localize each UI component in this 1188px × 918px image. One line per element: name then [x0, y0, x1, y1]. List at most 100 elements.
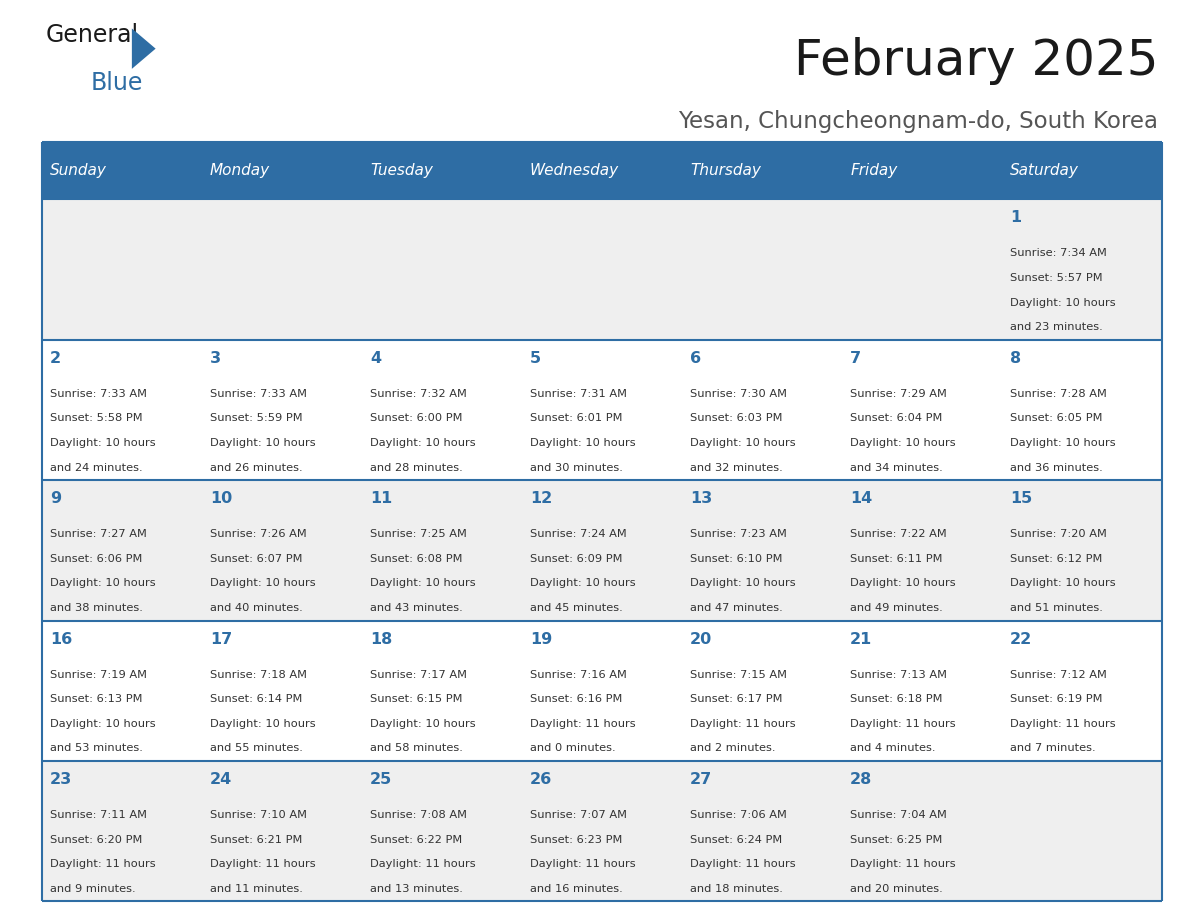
Text: Sunset: 6:12 PM: Sunset: 6:12 PM: [1010, 554, 1102, 564]
Text: and 38 minutes.: and 38 minutes.: [50, 603, 143, 613]
Text: Sunset: 6:19 PM: Sunset: 6:19 PM: [1010, 694, 1102, 704]
Text: and 51 minutes.: and 51 minutes.: [1010, 603, 1102, 613]
Bar: [522, 340, 682, 480]
Text: Sunset: 6:15 PM: Sunset: 6:15 PM: [369, 694, 462, 704]
Text: 7: 7: [851, 351, 861, 366]
Text: 26: 26: [530, 772, 552, 788]
Text: Daylight: 10 hours: Daylight: 10 hours: [50, 438, 156, 448]
Bar: [202, 480, 361, 621]
Text: Sunset: 5:58 PM: Sunset: 5:58 PM: [50, 413, 143, 423]
Text: Sunrise: 7:34 AM: Sunrise: 7:34 AM: [1010, 249, 1107, 258]
Bar: [42, 142, 202, 199]
Text: and 32 minutes.: and 32 minutes.: [690, 463, 783, 473]
Text: and 4 minutes.: and 4 minutes.: [851, 744, 936, 754]
Text: Daylight: 10 hours: Daylight: 10 hours: [369, 578, 475, 588]
Text: and 23 minutes.: and 23 minutes.: [1010, 322, 1102, 332]
Text: 25: 25: [369, 772, 392, 788]
Text: and 16 minutes.: and 16 minutes.: [530, 884, 623, 894]
Text: Sunrise: 7:26 AM: Sunrise: 7:26 AM: [210, 530, 307, 539]
Bar: [361, 199, 522, 340]
Text: 12: 12: [530, 491, 552, 507]
Text: and 47 minutes.: and 47 minutes.: [690, 603, 783, 613]
Text: Sunrise: 7:33 AM: Sunrise: 7:33 AM: [50, 389, 147, 398]
Text: Sunrise: 7:27 AM: Sunrise: 7:27 AM: [50, 530, 147, 539]
Text: Sunrise: 7:19 AM: Sunrise: 7:19 AM: [50, 670, 147, 679]
Bar: [1001, 761, 1162, 901]
Text: Sunset: 6:08 PM: Sunset: 6:08 PM: [369, 554, 462, 564]
Text: Sunset: 6:01 PM: Sunset: 6:01 PM: [530, 413, 623, 423]
Bar: [682, 340, 842, 480]
Text: and 58 minutes.: and 58 minutes.: [369, 744, 463, 754]
Bar: [361, 761, 522, 901]
Text: Sunrise: 7:08 AM: Sunrise: 7:08 AM: [369, 811, 467, 820]
Bar: [522, 480, 682, 621]
Text: 15: 15: [1010, 491, 1032, 507]
Text: Sunrise: 7:07 AM: Sunrise: 7:07 AM: [530, 811, 627, 820]
Text: and 2 minutes.: and 2 minutes.: [690, 744, 776, 754]
Text: Blue: Blue: [90, 71, 143, 95]
Text: Sunrise: 7:24 AM: Sunrise: 7:24 AM: [530, 530, 627, 539]
Bar: [842, 340, 1001, 480]
Bar: [682, 199, 842, 340]
Text: Thursday: Thursday: [690, 163, 762, 178]
Bar: [42, 621, 202, 761]
Bar: [682, 142, 842, 199]
Bar: [202, 340, 361, 480]
Text: Daylight: 10 hours: Daylight: 10 hours: [210, 438, 316, 448]
Bar: [1001, 621, 1162, 761]
Text: 21: 21: [851, 632, 872, 647]
Text: 17: 17: [210, 632, 232, 647]
Bar: [1001, 199, 1162, 340]
Polygon shape: [132, 28, 156, 69]
Text: and 34 minutes.: and 34 minutes.: [851, 463, 943, 473]
Bar: [1001, 480, 1162, 621]
Text: Daylight: 10 hours: Daylight: 10 hours: [1010, 438, 1116, 448]
Text: Daylight: 11 hours: Daylight: 11 hours: [690, 719, 796, 729]
Bar: [682, 761, 842, 901]
Text: 28: 28: [851, 772, 872, 788]
Text: 20: 20: [690, 632, 713, 647]
Text: 1: 1: [1010, 210, 1022, 226]
Text: Sunrise: 7:12 AM: Sunrise: 7:12 AM: [1010, 670, 1107, 679]
Text: Daylight: 11 hours: Daylight: 11 hours: [50, 859, 156, 869]
Text: 2: 2: [50, 351, 61, 366]
Text: Sunrise: 7:30 AM: Sunrise: 7:30 AM: [690, 389, 788, 398]
Text: Daylight: 10 hours: Daylight: 10 hours: [210, 578, 316, 588]
Bar: [202, 621, 361, 761]
Text: and 11 minutes.: and 11 minutes.: [210, 884, 303, 894]
Text: 19: 19: [530, 632, 552, 647]
Text: Sunset: 5:57 PM: Sunset: 5:57 PM: [1010, 273, 1102, 283]
Text: Daylight: 10 hours: Daylight: 10 hours: [530, 438, 636, 448]
Text: Daylight: 10 hours: Daylight: 10 hours: [1010, 297, 1116, 308]
Text: Daylight: 11 hours: Daylight: 11 hours: [690, 859, 796, 869]
Text: 16: 16: [50, 632, 72, 647]
Text: and 7 minutes.: and 7 minutes.: [1010, 744, 1095, 754]
Text: 27: 27: [690, 772, 713, 788]
Text: Sunset: 5:59 PM: Sunset: 5:59 PM: [210, 413, 303, 423]
Text: Sunset: 6:04 PM: Sunset: 6:04 PM: [851, 413, 942, 423]
Bar: [842, 621, 1001, 761]
Text: Daylight: 11 hours: Daylight: 11 hours: [210, 859, 316, 869]
Bar: [522, 621, 682, 761]
Text: Sunrise: 7:29 AM: Sunrise: 7:29 AM: [851, 389, 947, 398]
Text: and 13 minutes.: and 13 minutes.: [369, 884, 463, 894]
Bar: [42, 480, 202, 621]
Text: Yesan, Chungcheongnam-do, South Korea: Yesan, Chungcheongnam-do, South Korea: [678, 110, 1158, 133]
Text: Daylight: 10 hours: Daylight: 10 hours: [851, 578, 955, 588]
Text: Sunrise: 7:32 AM: Sunrise: 7:32 AM: [369, 389, 467, 398]
Text: 8: 8: [1010, 351, 1022, 366]
Text: Sunrise: 7:16 AM: Sunrise: 7:16 AM: [530, 670, 627, 679]
Text: and 43 minutes.: and 43 minutes.: [369, 603, 463, 613]
Text: 6: 6: [690, 351, 701, 366]
Text: Daylight: 11 hours: Daylight: 11 hours: [530, 859, 636, 869]
Text: and 45 minutes.: and 45 minutes.: [530, 603, 623, 613]
Text: 13: 13: [690, 491, 713, 507]
Text: and 49 minutes.: and 49 minutes.: [851, 603, 943, 613]
Text: 23: 23: [50, 772, 72, 788]
Bar: [42, 199, 202, 340]
Text: 5: 5: [530, 351, 542, 366]
Text: Sunset: 6:17 PM: Sunset: 6:17 PM: [690, 694, 783, 704]
Text: Sunrise: 7:28 AM: Sunrise: 7:28 AM: [1010, 389, 1107, 398]
Text: Sunset: 6:23 PM: Sunset: 6:23 PM: [530, 834, 623, 845]
Bar: [1001, 142, 1162, 199]
